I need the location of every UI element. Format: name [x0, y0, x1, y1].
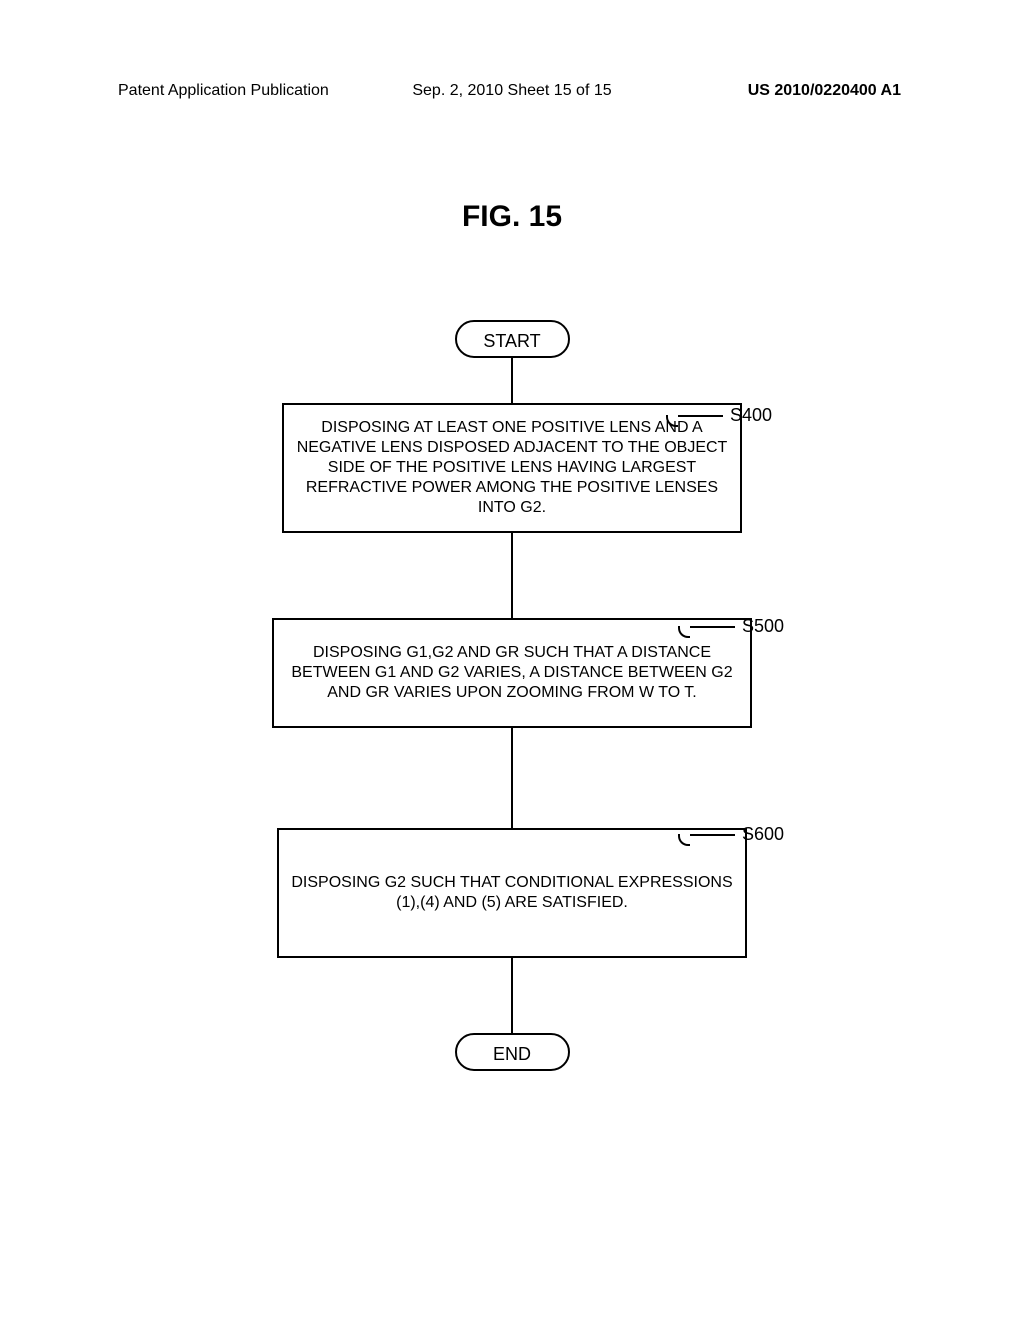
step-wrap-2: DISPOSING G2 SUCH THAT CONDITIONAL EXPRE… [0, 828, 1024, 958]
start-terminator: START [455, 320, 570, 358]
connector-1 [511, 358, 513, 403]
label-line-s500 [690, 626, 735, 628]
connector-3 [511, 728, 513, 828]
end-terminator: END [455, 1033, 570, 1071]
header-date-sheet: Sep. 2, 2010 Sheet 15 of 15 [412, 82, 611, 100]
connector-2 [511, 533, 513, 618]
connector-4 [511, 958, 513, 1033]
process-s600: DISPOSING G2 SUCH THAT CONDITIONAL EXPRE… [277, 828, 747, 958]
flowchart: START DISPOSING AT LEAST ONE POSITIVE LE… [0, 320, 1024, 1071]
header-publication: Patent Application Publication [118, 82, 329, 100]
page-header: Patent Application Publication Sep. 2, 2… [0, 82, 1024, 110]
figure-title: FIG. 15 [462, 200, 562, 234]
page-root: Patent Application Publication Sep. 2, 2… [0, 0, 1024, 1320]
label-s500: S500 [742, 616, 784, 637]
step-wrap-0: DISPOSING AT LEAST ONE POSITIVE LENS AND… [0, 403, 1024, 533]
step-wrap-1: DISPOSING G1,G2 AND GR SUCH THAT A DISTA… [0, 618, 1024, 728]
header-patent-number: US 2010/0220400 A1 [748, 82, 901, 100]
label-line-s400 [678, 415, 723, 417]
label-s600: S600 [742, 824, 784, 845]
label-line-s600 [690, 834, 735, 836]
label-s400: S400 [730, 405, 772, 426]
